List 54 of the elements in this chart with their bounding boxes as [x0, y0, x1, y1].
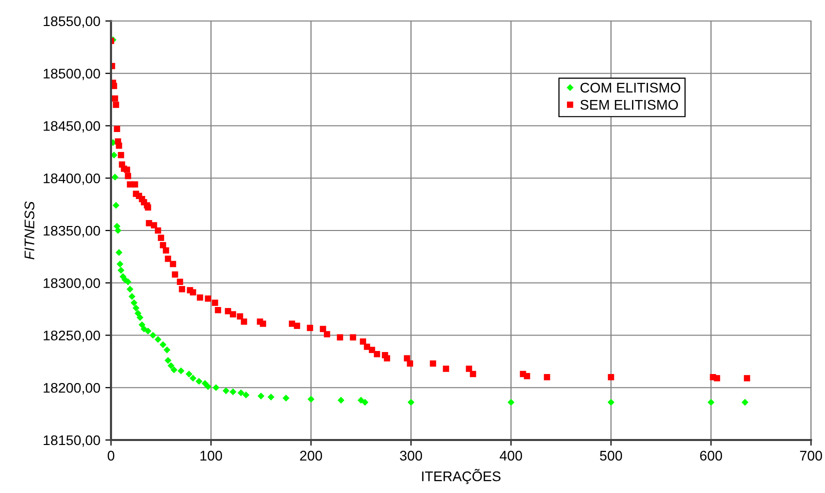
point [308, 396, 314, 403]
point [170, 366, 178, 374]
y-tick-label: 18350,00 [44, 226, 100, 238]
y-tick-label: 18150,00 [44, 435, 100, 447]
x-tick-label: 100 [200, 450, 222, 461]
point [112, 174, 118, 181]
point [362, 398, 368, 406]
point [508, 398, 514, 406]
point [222, 387, 230, 394]
point [238, 389, 244, 396]
legend-label: SEM ELITISMO [580, 100, 678, 110]
point [708, 398, 714, 406]
point [150, 332, 156, 339]
point [408, 398, 414, 406]
point [144, 328, 152, 334]
point [112, 202, 120, 209]
point [130, 299, 138, 306]
y-tick-label: 18250,00 [44, 330, 100, 342]
y-tick-label: 18550,00 [44, 16, 100, 28]
point [196, 378, 202, 385]
point [134, 310, 142, 317]
point [178, 367, 184, 374]
point [124, 278, 132, 286]
point [160, 341, 166, 348]
point [212, 384, 220, 392]
y-tick-label: 18450,00 [44, 121, 100, 133]
x-tick-label: 400 [500, 450, 522, 461]
legend-label: COM ELITISMO [580, 82, 680, 93]
point [168, 362, 174, 370]
y-tick-label: 18400,00 [44, 173, 100, 185]
point [164, 346, 170, 354]
point [282, 394, 290, 402]
y-tick-label: 18300,00 [44, 278, 100, 290]
point [338, 396, 344, 404]
x-tick-label: 600 [700, 450, 722, 461]
point [742, 398, 748, 406]
x-tick-label: 200 [300, 450, 322, 461]
x-tick-label: 500 [600, 450, 622, 461]
point [230, 388, 236, 396]
y-tick-label: 18200,00 [44, 382, 100, 394]
point [164, 356, 172, 364]
point [608, 398, 614, 406]
y-axis-title: FITNESS [24, 201, 34, 260]
x-tick-label: 300 [400, 450, 422, 461]
point [111, 152, 118, 159]
point [138, 321, 146, 328]
x-tick-label: 700 [800, 450, 822, 461]
point [190, 374, 196, 382]
point [126, 286, 134, 293]
x-tick-label: 0 [108, 450, 114, 461]
point [118, 266, 124, 274]
x-axis-title: ITERAÇÕES [422, 468, 500, 484]
point [204, 383, 212, 390]
y-tick-label: 18500,00 [44, 68, 100, 80]
